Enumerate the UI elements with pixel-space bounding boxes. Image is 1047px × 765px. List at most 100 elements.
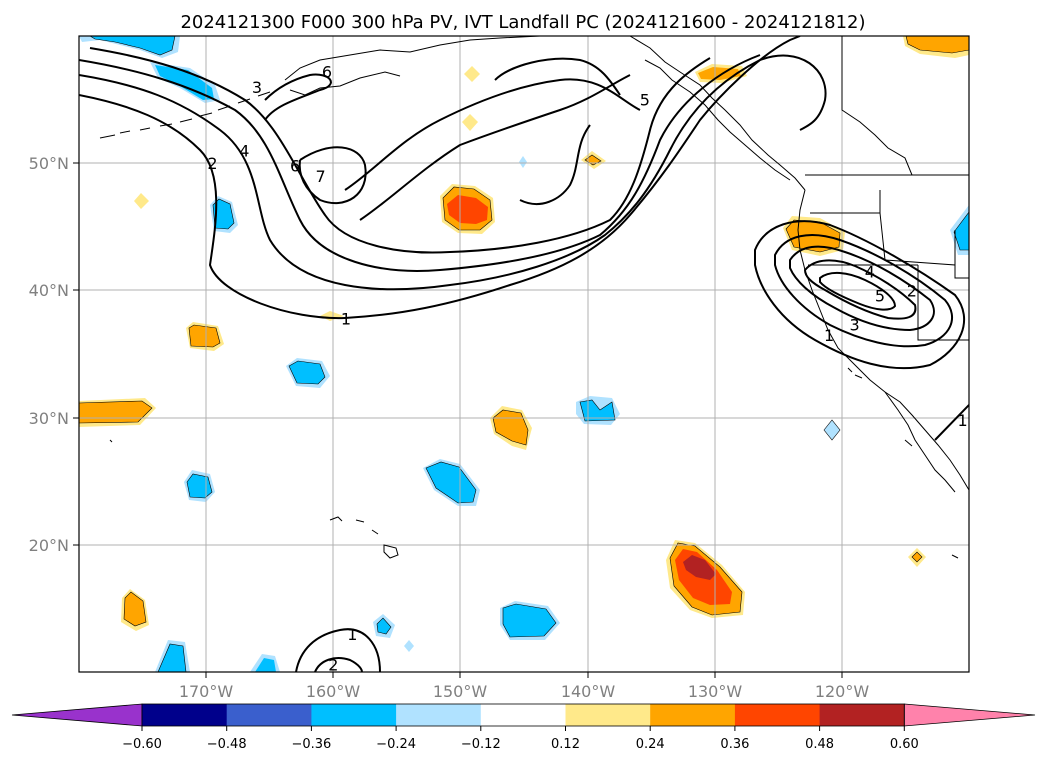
colorbar-extend-max bbox=[903, 703, 1036, 727]
pv-shading-cold bbox=[376, 617, 392, 635]
y-axis: 20°N 30°N 40°N 50°N bbox=[29, 154, 79, 555]
pv-shading-warm bbox=[123, 591, 147, 627]
contour-label: 6 bbox=[322, 63, 332, 82]
pv-shading-cold bbox=[519, 156, 527, 168]
x-tick-label: 120°W bbox=[815, 682, 870, 701]
colorbar-frame bbox=[141, 703, 905, 727]
colorbar-tick-label: 0.60 bbox=[890, 737, 919, 752]
ivt-contours bbox=[79, 36, 969, 672]
colorbar-tick-label: 0.36 bbox=[720, 737, 749, 752]
x-tick-label: 130°W bbox=[688, 682, 743, 701]
x-tick-label: 170°W bbox=[179, 682, 234, 701]
mexico-islands bbox=[847, 367, 959, 559]
canada-interior bbox=[841, 36, 913, 176]
pv-shading-warm bbox=[698, 67, 741, 80]
colorbar-segment bbox=[396, 704, 482, 726]
contour-line bbox=[819, 272, 897, 311]
contour-label: 5 bbox=[640, 91, 650, 110]
colorbar-tick-label: −0.24 bbox=[376, 737, 416, 752]
pv-shading-warm bbox=[447, 195, 488, 224]
y-tick-label: 20°N bbox=[29, 536, 69, 555]
state-border bbox=[808, 190, 969, 341]
pv-shading-warm bbox=[188, 324, 221, 348]
colorbar-tick-label: −0.48 bbox=[207, 737, 247, 752]
contour-line bbox=[789, 245, 935, 332]
contour-line bbox=[344, 78, 641, 191]
contour-label: 1 bbox=[824, 326, 834, 345]
colorbar-tick-label: 0.12 bbox=[551, 737, 580, 752]
pv-shading-cold bbox=[953, 211, 969, 251]
pv-shading-cold bbox=[579, 399, 616, 422]
hawaii-islands bbox=[329, 516, 399, 559]
pv-shading-warm bbox=[134, 193, 149, 209]
contour-line bbox=[803, 259, 917, 320]
y-tick-label: 30°N bbox=[29, 409, 69, 428]
contour-line bbox=[934, 404, 969, 441]
colorbar-segment bbox=[734, 704, 821, 726]
contour-line bbox=[359, 74, 631, 221]
pv-shading-warm bbox=[462, 114, 478, 131]
colorbar-segment bbox=[480, 704, 566, 726]
colorbar-tick-label: −0.60 bbox=[122, 737, 162, 752]
contour-label: 3 bbox=[849, 316, 859, 335]
pv-shading-warm bbox=[683, 555, 716, 580]
map-frame bbox=[78, 35, 970, 673]
contour-label: 1 bbox=[341, 309, 351, 328]
colorbar-tick-label: −0.36 bbox=[291, 737, 331, 752]
pv-shading-cold bbox=[502, 603, 557, 638]
contour-label: 3 bbox=[252, 78, 262, 97]
contour-line bbox=[519, 124, 591, 205]
colorbar-tick-label: 0.48 bbox=[805, 737, 834, 752]
x-tick-label: 160°W bbox=[306, 682, 361, 701]
contour-label: 2 bbox=[907, 281, 917, 300]
contour-line bbox=[79, 54, 827, 291]
pv-shading-cold bbox=[186, 473, 213, 499]
pv-shading-cold bbox=[404, 640, 414, 652]
colorbar-segment bbox=[226, 704, 312, 726]
colorbar-tick-label: −0.12 bbox=[461, 737, 501, 752]
contour-label: 2 bbox=[328, 655, 338, 674]
contour-label: 5 bbox=[875, 286, 885, 305]
alaska-coast bbox=[284, 36, 541, 81]
colorbar-segment bbox=[142, 704, 228, 726]
chart-title: 2024121300 F000 300 hPa PV, IVT Landfall… bbox=[180, 12, 865, 33]
pv-shading-cold bbox=[255, 658, 276, 672]
contour-line bbox=[79, 54, 761, 272]
x-axis: 170°W 160°W 150°W 140°W 130°W 120°W bbox=[179, 672, 870, 701]
contour-line bbox=[774, 234, 954, 348]
colorbar-segment bbox=[565, 704, 651, 726]
contour-label: 6 bbox=[290, 157, 300, 176]
y-tick-label: 40°N bbox=[29, 281, 69, 300]
contour-label: 2 bbox=[207, 154, 217, 173]
contour-line bbox=[754, 220, 966, 370]
pv-shading-cold bbox=[823, 419, 841, 441]
pv-shading-warm bbox=[492, 409, 529, 446]
contour-label: 1 bbox=[347, 625, 357, 644]
x-tick-label: 150°W bbox=[433, 682, 488, 701]
pv-shading-warm bbox=[911, 551, 923, 563]
contour-line bbox=[295, 628, 381, 672]
colorbar-extend-min bbox=[11, 703, 143, 727]
pv-shading-cold bbox=[288, 360, 326, 385]
contour-label: 4 bbox=[865, 262, 875, 281]
map-background bbox=[79, 36, 969, 672]
small-island bbox=[109, 439, 113, 443]
contour-line bbox=[264, 73, 332, 121]
colorbar-segment bbox=[311, 704, 397, 726]
y-tick-label: 50°N bbox=[29, 154, 69, 173]
contour-label: 7 bbox=[315, 167, 325, 186]
baja-coast bbox=[884, 391, 956, 493]
contour-line bbox=[494, 57, 621, 96]
contour-label: 1 bbox=[958, 411, 968, 430]
contour-line bbox=[314, 657, 363, 672]
pv-shading-warm bbox=[464, 66, 480, 82]
contour-line bbox=[298, 146, 367, 205]
contour-line bbox=[89, 47, 711, 254]
canada-coast bbox=[644, 59, 791, 181]
pv-shading-blue bbox=[89, 36, 176, 56]
pv-shading-warm bbox=[905, 36, 969, 54]
pv-shading-cold bbox=[425, 461, 477, 504]
